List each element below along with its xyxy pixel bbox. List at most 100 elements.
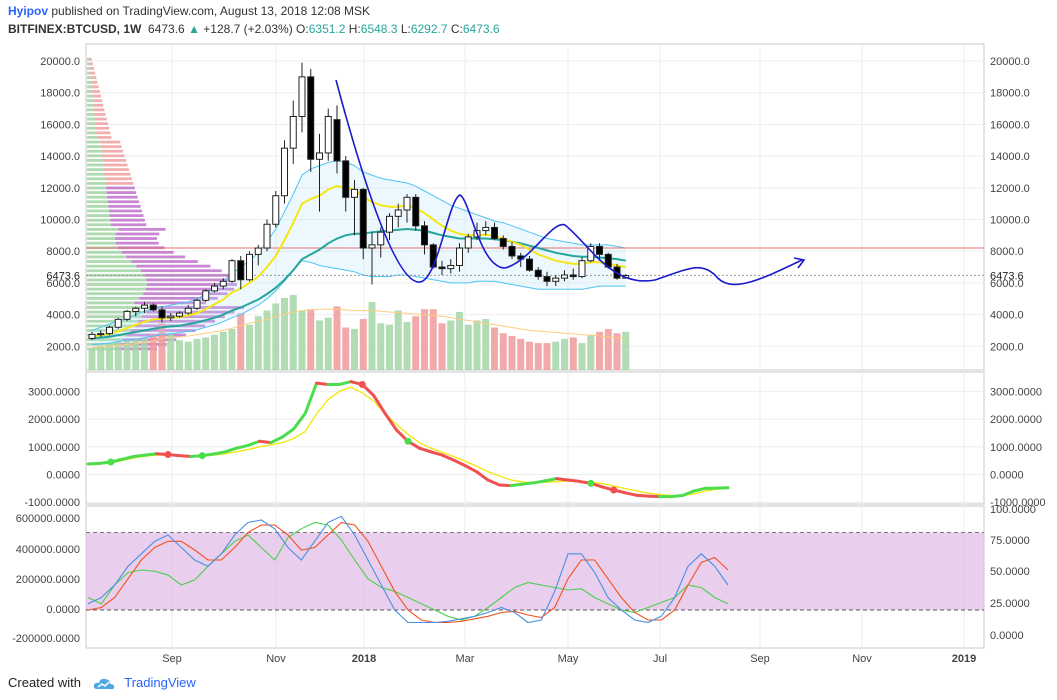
candle-body bbox=[429, 244, 437, 268]
profile-bar-green bbox=[87, 200, 108, 204]
volume-bar bbox=[246, 324, 253, 370]
y-tick-label-left: 4000.0 bbox=[46, 310, 80, 322]
profile-bar-red bbox=[115, 232, 160, 236]
profile-bar-red bbox=[91, 85, 99, 89]
candle-body bbox=[403, 196, 411, 211]
candle-body bbox=[246, 253, 253, 281]
profile-bar-green bbox=[87, 76, 91, 80]
profile-bar-red bbox=[110, 223, 147, 227]
profile-bar-red bbox=[107, 195, 138, 199]
profile-bar-red bbox=[93, 99, 103, 103]
volume-bar bbox=[403, 321, 411, 370]
macd-segment bbox=[520, 481, 536, 486]
y-tick-label-right: 4000.0 bbox=[990, 310, 1024, 322]
volume-bar bbox=[421, 309, 428, 370]
y-tick-label-left: 6000.0 bbox=[46, 278, 80, 290]
volume-bar bbox=[456, 311, 463, 370]
candle-body bbox=[97, 333, 105, 336]
profile-bar-red bbox=[100, 145, 122, 149]
profile-bar-green bbox=[87, 94, 93, 98]
x-tick-label: Mar bbox=[456, 653, 475, 665]
volume-bar bbox=[106, 344, 113, 370]
volume-bar bbox=[534, 343, 542, 370]
macd-segment bbox=[212, 450, 227, 456]
macd-segment bbox=[143, 452, 159, 457]
profile-bar-green bbox=[87, 136, 97, 139]
profile-bar-green bbox=[87, 342, 119, 346]
candle-body bbox=[167, 315, 175, 319]
candles bbox=[88, 62, 630, 340]
volume-bars bbox=[88, 295, 630, 370]
profile-bar-green bbox=[87, 131, 97, 135]
tradingview-brand[interactable]: TradingView bbox=[124, 675, 196, 690]
y-tick-label-left: 0.0000 bbox=[46, 470, 80, 482]
candle-body bbox=[491, 226, 498, 240]
cross-up-marker bbox=[587, 479, 595, 487]
profile-bar-red bbox=[101, 149, 124, 153]
high-label: H: bbox=[348, 22, 361, 36]
volume-bar bbox=[202, 337, 210, 370]
volume-bar bbox=[386, 324, 393, 370]
candle-body bbox=[263, 223, 271, 249]
profile-bar-green bbox=[87, 227, 119, 231]
macd-segment bbox=[692, 486, 707, 493]
y-tick-label-right: 6000.0 bbox=[990, 278, 1024, 290]
candle-body bbox=[499, 238, 507, 247]
volume-bar bbox=[114, 341, 122, 370]
volume-bar bbox=[193, 338, 201, 370]
close-value: 6473.6 bbox=[462, 22, 500, 36]
candle-body bbox=[324, 115, 332, 154]
volume-bar bbox=[316, 320, 323, 370]
profile-bar-red bbox=[115, 241, 159, 245]
volume-bar bbox=[281, 297, 288, 370]
profile-bar-red bbox=[102, 159, 127, 162]
profile-bar-red bbox=[93, 103, 104, 107]
volume-bar bbox=[307, 309, 315, 370]
candle-body bbox=[237, 260, 245, 281]
profile-bar-green bbox=[87, 126, 96, 130]
candle-body bbox=[149, 304, 157, 311]
y-tick-label-right: 75.0000 bbox=[990, 535, 1030, 547]
profile-bar-red bbox=[146, 278, 236, 282]
publish-info: published on TradingView.com, August 13,… bbox=[51, 4, 371, 18]
macd-segment bbox=[452, 458, 467, 468]
cross-up-marker bbox=[107, 458, 115, 466]
profile-bar-red bbox=[92, 94, 101, 98]
profile-bar-red bbox=[108, 204, 141, 208]
y-tick-label-left: -200000.0000 bbox=[12, 633, 80, 645]
profile-bar-green bbox=[87, 149, 102, 153]
volume-bar bbox=[219, 331, 227, 370]
volume-bar bbox=[613, 333, 621, 370]
stoch-d-line bbox=[87, 521, 729, 624]
profile-bar-green bbox=[87, 223, 111, 227]
profile-bar-red bbox=[136, 264, 211, 268]
y-tick-label-right: 1000.0000 bbox=[990, 442, 1042, 454]
profile-bar-green bbox=[87, 181, 106, 185]
candle-body bbox=[298, 76, 306, 117]
profile-bar-green bbox=[87, 71, 91, 75]
profile-bar-red bbox=[92, 90, 100, 93]
macd-segment bbox=[269, 435, 284, 445]
tradingview-cloud-icon[interactable] bbox=[93, 677, 115, 691]
profile-bar-green bbox=[87, 315, 143, 319]
profile-bar-green bbox=[87, 163, 104, 167]
profile-bar-red bbox=[104, 172, 131, 176]
profile-bar-green bbox=[87, 62, 90, 66]
macd-segment bbox=[463, 464, 479, 474]
x-tick-label: Nov bbox=[852, 653, 872, 665]
volume-bar bbox=[447, 320, 455, 370]
profile-bar-green bbox=[87, 306, 150, 309]
chart-header: Hyipov published on TradingView.com, Aug… bbox=[0, 0, 1057, 40]
candle-body bbox=[438, 266, 446, 270]
profile-bar-red bbox=[145, 287, 235, 291]
stochastic-pane bbox=[86, 515, 984, 624]
profile-bar-green bbox=[87, 241, 116, 245]
y-tick-label-right: 18000.0 bbox=[990, 88, 1030, 100]
trend-curve bbox=[335, 79, 803, 286]
y-tick-label-right: 2000.0 bbox=[990, 341, 1024, 353]
profile-bar-green bbox=[87, 232, 116, 236]
profile-bar-green bbox=[87, 209, 109, 213]
profile-bar-red bbox=[122, 338, 177, 342]
author-name[interactable]: Hyipov bbox=[8, 4, 49, 18]
